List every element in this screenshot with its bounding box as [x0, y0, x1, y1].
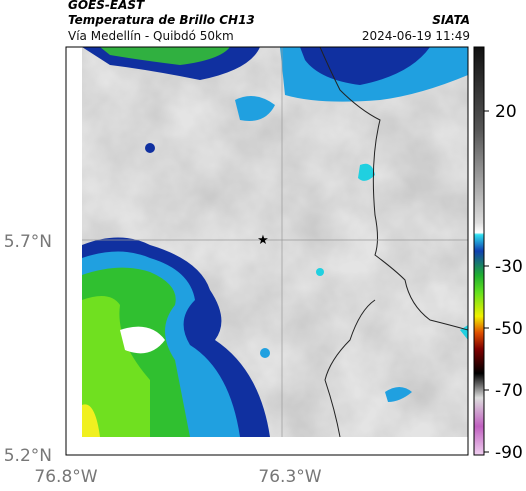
lat-label: 5.7°N	[4, 232, 52, 252]
colorbar-tick-label: 20	[495, 102, 517, 122]
title: Temperatura de Brillo CH13	[68, 13, 255, 27]
lon-label: 76.8°W	[34, 467, 97, 487]
datetime: 2024-06-19 11:49	[362, 29, 470, 43]
colorbar-tick-label: -70	[495, 381, 523, 401]
map-frame	[65, 46, 469, 456]
source: GOES-EAST	[68, 0, 145, 12]
colorbar	[473, 46, 485, 456]
subtitle: Vía Medellín - Quibdó 50km	[68, 29, 234, 43]
colorbar-tick-label: -90	[495, 443, 523, 463]
svg-text:★: ★	[257, 233, 269, 248]
colorbar-tick-label: -50	[495, 319, 523, 339]
colorbar-tick-label: -30	[495, 257, 523, 277]
satellite-image: ★	[82, 47, 468, 437]
lon-label: 76.3°W	[258, 467, 321, 487]
agency: SIATA	[432, 13, 470, 27]
lat-label: 5.2°N	[4, 446, 52, 466]
colorbar-ticks: 20 -30 -50 -70 -90	[484, 102, 523, 463]
